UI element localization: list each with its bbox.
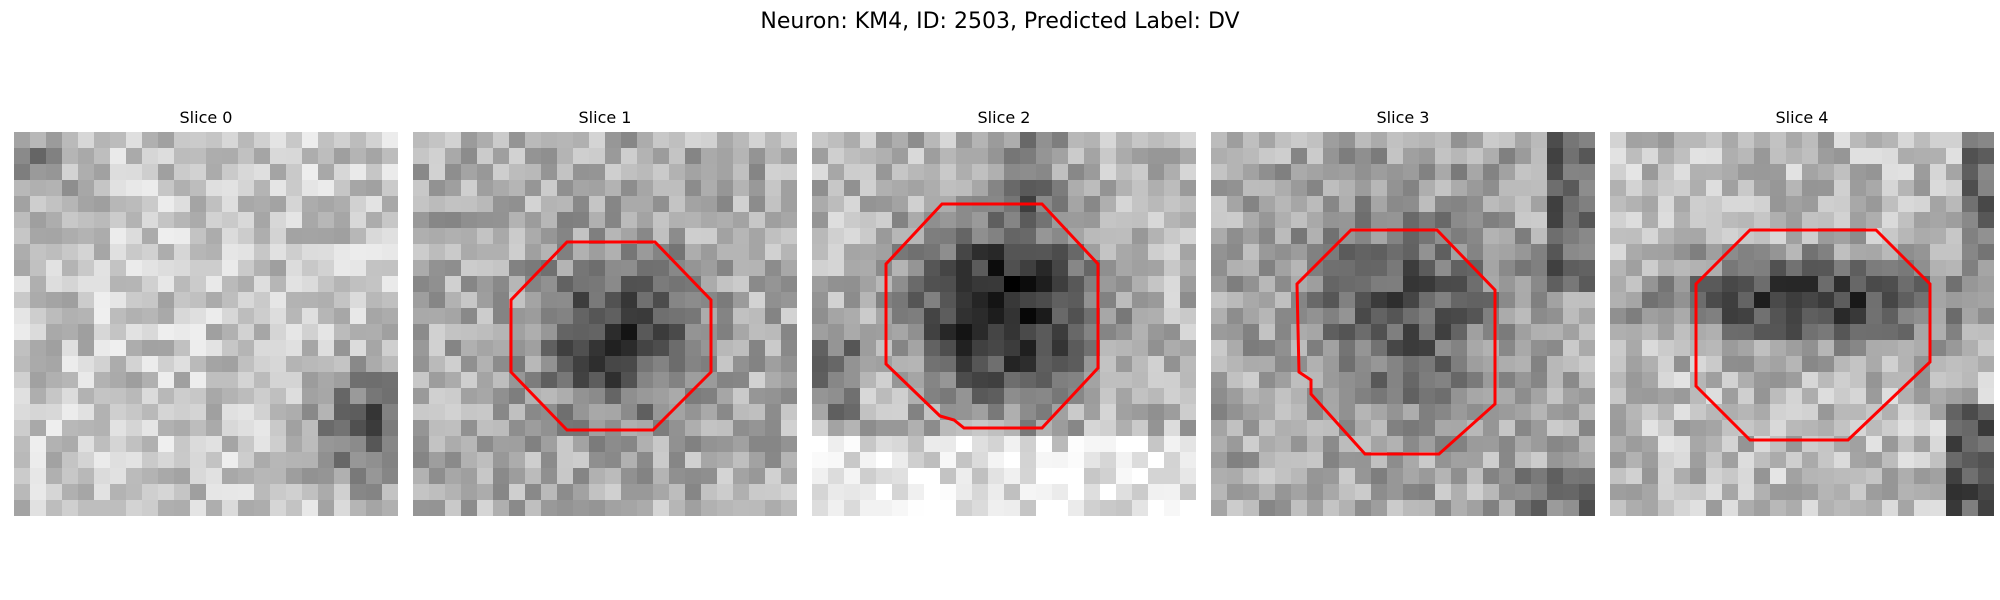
slice-image-1: [413, 132, 797, 516]
slice-panel-3: Slice 3: [1211, 108, 1595, 516]
slice-panel-4: Slice 4: [1610, 108, 1994, 516]
slice-title-3: Slice 3: [1376, 108, 1430, 127]
slice-pixels-2: [812, 132, 1196, 516]
slice-pixels-0: [14, 132, 398, 516]
slice-panel-1: Slice 1: [413, 108, 797, 516]
slice-image-3: [1211, 132, 1595, 516]
roi-outline-3: [1295, 228, 1497, 456]
slice-title-1: Slice 1: [578, 108, 632, 127]
roi-outline-1: [509, 240, 713, 432]
roi-outline-4: [1694, 228, 1932, 442]
slice-image-4: [1610, 132, 1994, 516]
roi-outline-2: [884, 202, 1100, 430]
slice-panel-0: Slice 0: [14, 108, 398, 516]
slice-image-2: [812, 132, 1196, 516]
slice-panel-2: Slice 2: [812, 108, 1196, 516]
slice-title-2: Slice 2: [977, 108, 1031, 127]
slice-title-0: Slice 0: [179, 108, 233, 127]
slice-pixels-1: [413, 132, 797, 516]
slice-title-4: Slice 4: [1775, 108, 1829, 127]
figure-title: Neuron: KM4, ID: 2503, Predicted Label: …: [760, 9, 1240, 34]
slice-image-0: [14, 132, 398, 516]
slice-pixels-3: [1211, 132, 1595, 516]
